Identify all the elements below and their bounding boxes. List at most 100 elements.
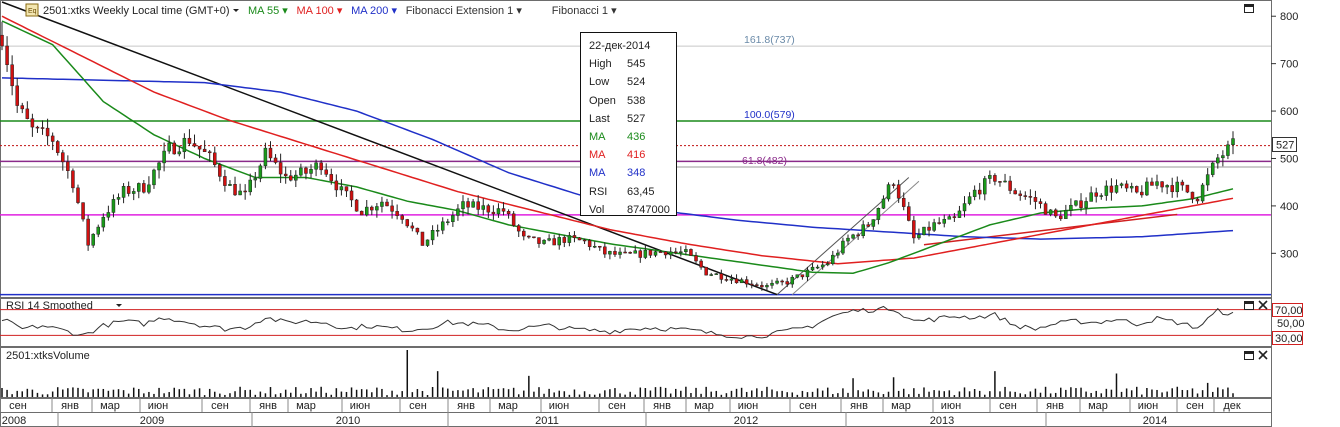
candle-body (263, 147, 268, 167)
candle-body (719, 273, 724, 280)
candle-body (648, 249, 653, 256)
rsi-dropdown-icon[interactable] (116, 304, 122, 307)
candle-body (633, 250, 637, 254)
candle-body (896, 184, 901, 199)
candle-body (765, 285, 769, 288)
candle-body (1155, 181, 1159, 186)
rsi-title[interactable]: RSI 14 Smoothed (6, 300, 93, 312)
month-label: сен (409, 400, 427, 412)
chart-menu-icon[interactable] (25, 3, 39, 17)
candle-body (922, 226, 926, 236)
candle-body (157, 162, 161, 171)
candle-body (516, 225, 521, 232)
candle-body (1119, 183, 1124, 186)
candle-body (917, 234, 921, 239)
downtrend-line (1, 1, 778, 296)
candle-body (446, 221, 450, 223)
candle-body (187, 137, 192, 144)
price-tick-label: 700 (1280, 59, 1298, 71)
rsi-maximize-icon[interactable] (1244, 301, 1254, 310)
candle-body (694, 255, 698, 262)
indicator-2[interactable]: MA 200 ▾ (351, 5, 397, 17)
year-label: 2010 (336, 415, 360, 427)
candle-body (851, 234, 855, 239)
candle-body (76, 187, 80, 203)
candle-body (810, 266, 815, 271)
candle-body (1094, 192, 1098, 197)
indicator-0[interactable]: MA 55 ▾ (248, 5, 288, 17)
candle-body (1018, 193, 1022, 196)
candle-body (299, 167, 303, 176)
candle-body (618, 251, 622, 255)
price-tick-label: 800 (1280, 11, 1298, 23)
candle-body (223, 176, 227, 186)
tooltip-row: RSI 63,45 (589, 183, 676, 201)
rsi-close-icon[interactable] (1258, 300, 1268, 310)
tooltip-row: Low 524 (589, 73, 676, 91)
candle-body (1043, 203, 1048, 215)
candle-body (359, 210, 364, 216)
candle-body (324, 169, 328, 175)
candle-body (435, 229, 440, 232)
candle-body (167, 142, 171, 152)
candle-body (1165, 185, 1169, 188)
candle-body (101, 216, 106, 228)
volume-maximize-icon[interactable] (1244, 351, 1254, 360)
indicator-4[interactable]: Fibonacci 1 ▾ (552, 5, 617, 17)
candle-body (20, 105, 25, 110)
ma100-line (1, 15, 1234, 265)
candle-body (339, 186, 344, 191)
candle-body (856, 234, 860, 237)
volume-close-icon[interactable] (1258, 350, 1268, 360)
candle-body (1048, 209, 1053, 215)
candle-body (1205, 174, 1210, 186)
candle-body (628, 252, 632, 254)
candle-body (425, 239, 430, 246)
candle-body (1231, 138, 1235, 145)
indicator-3[interactable]: Fibonacci Extension 1 ▾ (406, 5, 523, 17)
candle-body (709, 274, 713, 276)
tooltip-key: MA (589, 149, 606, 162)
candle-body (40, 127, 45, 129)
candle-body (390, 205, 394, 212)
indicator-1[interactable]: MA 100 ▾ (297, 5, 343, 17)
symbol-dropdown-icon[interactable] (233, 9, 239, 12)
candle-body (988, 175, 992, 179)
candle-body (1028, 196, 1033, 198)
candle-body (137, 183, 141, 192)
candle-body (1109, 185, 1114, 193)
month-label: янв (457, 400, 475, 412)
candle-body (932, 222, 936, 231)
tooltip-value: 416 (627, 149, 646, 162)
candle-body (162, 150, 166, 164)
volume-title[interactable]: 2501:xtksVolume (6, 350, 90, 362)
candle-body (623, 251, 627, 254)
candle-body (1195, 198, 1200, 202)
tooltip-key: Open (589, 94, 616, 107)
candle-body (613, 251, 617, 255)
fib-label-100: 100.0(579) (744, 109, 795, 121)
candle-body (35, 126, 40, 129)
symbol-title[interactable]: 2501:xtks Weekly Local time (GMT+0) (43, 5, 230, 17)
rsi-pane (0, 298, 1272, 347)
candle-body (704, 266, 708, 276)
candle-body (582, 239, 587, 242)
candle-body (557, 237, 561, 246)
candle-body (608, 251, 612, 255)
candle-body (998, 181, 1002, 183)
candle-body (967, 196, 972, 204)
month-label: июн (1138, 400, 1158, 412)
candle-body (1008, 180, 1012, 191)
candle-body (481, 205, 486, 210)
tooltip-value: 63,45 (627, 185, 655, 198)
candle-body (861, 224, 865, 236)
fib-ext-line-b (791, 180, 920, 295)
candle-body (674, 251, 678, 254)
candle-body (106, 212, 111, 218)
candle-body (471, 201, 475, 208)
candle-body (805, 269, 810, 278)
candle-body (385, 201, 389, 207)
maximize-icon[interactable] (1244, 4, 1254, 13)
candle-body (912, 220, 916, 239)
tooltip-row: MA 416 (589, 146, 676, 164)
